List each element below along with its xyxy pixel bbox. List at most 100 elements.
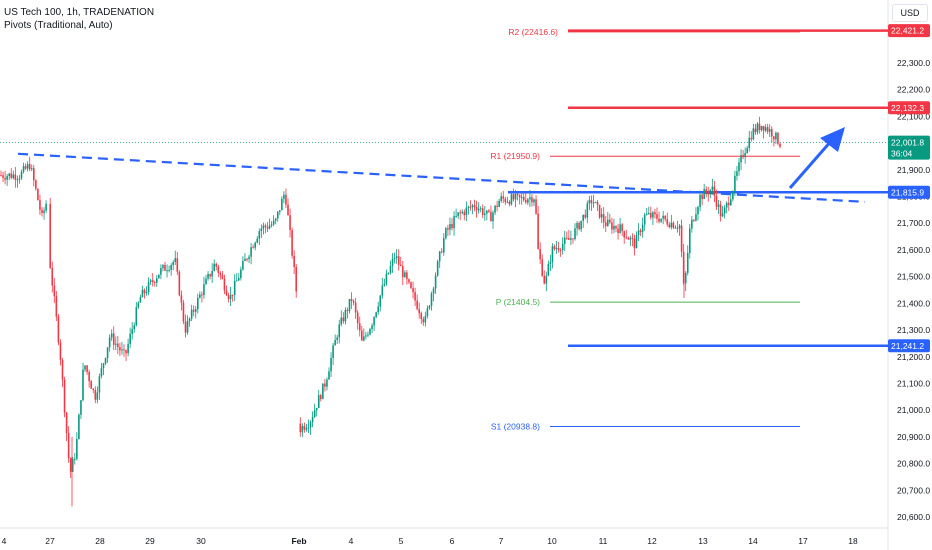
candle-body xyxy=(197,297,199,310)
x-tick-label: Feb xyxy=(291,536,306,546)
candle-body xyxy=(137,302,140,308)
candle-body xyxy=(123,349,125,351)
x-tick-label: 27 xyxy=(45,536,55,546)
candle-body xyxy=(115,343,117,345)
candle-body xyxy=(358,323,361,331)
candle-body xyxy=(194,309,197,312)
candle-body xyxy=(430,293,433,306)
candle-body xyxy=(184,321,187,333)
candle-body xyxy=(69,458,72,472)
candle-body xyxy=(719,204,722,217)
candle-body xyxy=(582,214,584,221)
candle-body xyxy=(416,300,418,310)
candle-body xyxy=(672,222,675,228)
candle-body xyxy=(566,237,568,239)
candle-body xyxy=(732,191,734,200)
candle-body xyxy=(656,214,658,219)
indicator-title[interactable]: Pivots (Traditional, Auto) xyxy=(4,20,113,31)
candle-body xyxy=(389,265,392,273)
candle-body xyxy=(457,212,459,217)
pivot-label-p: P (21404.5) xyxy=(496,297,540,307)
candle-body xyxy=(39,200,41,210)
candle-body xyxy=(746,148,748,154)
y-tick-label: 21,600.0 xyxy=(897,245,930,255)
candle-body xyxy=(71,459,74,472)
candle-body xyxy=(760,125,763,131)
candle-body xyxy=(529,197,531,200)
candle-body xyxy=(518,194,521,198)
candle-body xyxy=(356,312,359,324)
candle-body xyxy=(522,196,525,201)
candle-body xyxy=(371,325,373,330)
candle-body xyxy=(525,200,527,203)
candle-body xyxy=(264,225,267,228)
candle-body xyxy=(215,263,218,267)
candle-body xyxy=(84,365,86,370)
candle-body xyxy=(455,216,457,218)
level-badge-label: 22,132.3 xyxy=(891,103,924,113)
candle-body xyxy=(580,220,582,230)
symbol-title[interactable]: US Tech 100, 1h, TRADENATION xyxy=(4,7,155,18)
candle-body xyxy=(443,238,445,253)
candle-body xyxy=(361,330,363,341)
candle-body xyxy=(4,177,6,180)
candle-body xyxy=(149,280,152,283)
candle-body xyxy=(768,129,771,132)
x-tick-label: 10 xyxy=(547,536,557,546)
currency-button[interactable]: USD xyxy=(892,4,928,22)
candle-body xyxy=(127,344,129,354)
candle-body xyxy=(262,225,265,229)
candle-body xyxy=(110,333,113,338)
candle-body xyxy=(61,359,64,380)
candle-body xyxy=(588,200,591,204)
candle-body xyxy=(350,298,353,302)
candle-body xyxy=(568,237,570,240)
candle-body xyxy=(373,317,375,326)
level-badge xyxy=(888,339,930,353)
pivot-label-s1: S1 (20938.8) xyxy=(491,422,540,432)
trendline xyxy=(17,152,866,203)
y-tick-label: 21,100.0 xyxy=(897,378,930,388)
candle-body xyxy=(209,273,211,277)
candle-body xyxy=(346,309,349,312)
candle-body xyxy=(162,264,164,269)
candle-body xyxy=(235,280,238,282)
candle-body xyxy=(276,211,279,219)
candle-body xyxy=(705,189,707,193)
candle-body xyxy=(393,257,396,259)
candle-body xyxy=(691,219,693,229)
candle-body xyxy=(531,197,533,203)
candle-body xyxy=(213,263,215,272)
candle-body xyxy=(420,313,423,320)
y-tick-label: 20,600.0 xyxy=(897,512,930,522)
candle-body xyxy=(742,155,744,158)
candle-body xyxy=(100,368,103,377)
candle-body xyxy=(289,215,291,231)
candle-body xyxy=(475,207,478,211)
candle-body xyxy=(762,125,765,131)
candle-body xyxy=(465,207,468,216)
candle-body xyxy=(406,272,408,280)
candle-body xyxy=(727,202,730,206)
chart-legend: US Tech 100, 1h, TRADENATION Pivots (Tra… xyxy=(4,6,154,32)
candle-body xyxy=(676,227,679,229)
candle-body xyxy=(402,266,404,278)
candle-body xyxy=(652,212,654,218)
candle-body xyxy=(131,329,133,334)
candle-body xyxy=(252,247,254,249)
candle-body xyxy=(192,309,195,312)
candle-body xyxy=(609,219,611,223)
candle-body xyxy=(141,289,144,298)
x-tick-label: 14 xyxy=(748,536,758,546)
candle-body xyxy=(305,428,308,430)
candle-body xyxy=(233,281,236,295)
candle-body xyxy=(367,334,369,336)
candle-body xyxy=(598,204,601,218)
candle-body xyxy=(348,298,351,312)
y-tick-label: 21,500.0 xyxy=(897,272,930,282)
candle-body xyxy=(385,273,388,284)
candle-body xyxy=(397,256,400,265)
candle-body xyxy=(379,295,382,307)
candle-body xyxy=(37,188,39,201)
